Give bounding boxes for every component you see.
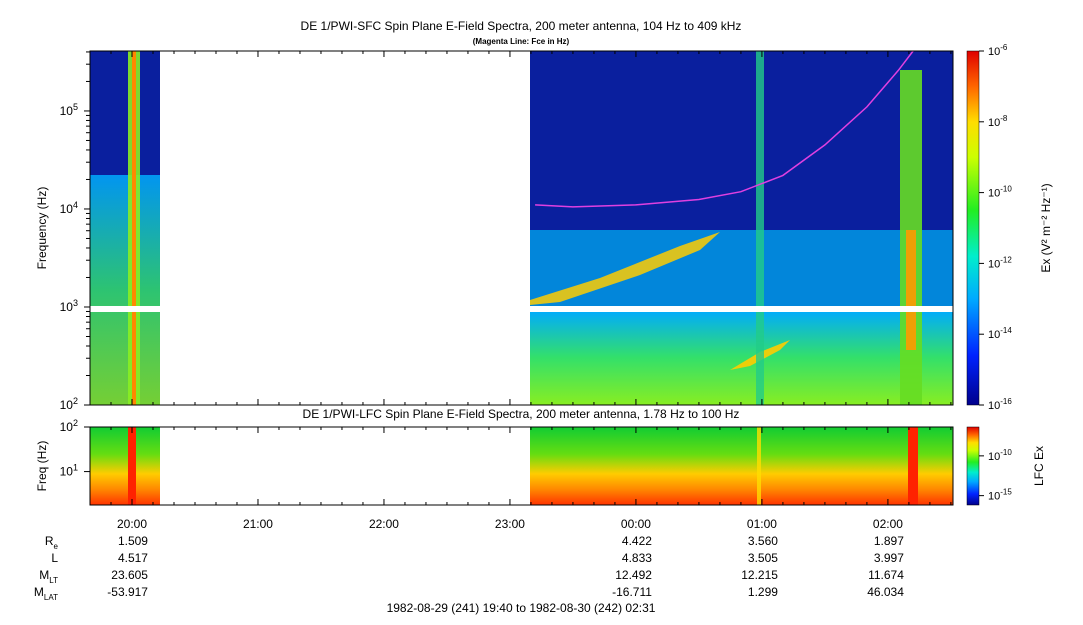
ephemeris-value: -16.711 <box>612 585 652 599</box>
time-tick-label: 00:00 <box>621 517 651 531</box>
sfc-burst-0100 <box>756 51 764 405</box>
lfc-colorbar <box>966 426 980 506</box>
ephemeris-value: 4.833 <box>622 551 652 565</box>
sfc-colorbar-tick-label: 10-6 <box>988 43 1008 58</box>
time-range: 1982-08-29 (241) 19:40 to 1982-08-30 (24… <box>387 601 656 615</box>
time-tick-label: 20:00 <box>117 517 147 531</box>
lfc-left-burst <box>128 427 136 505</box>
ephemeris-value: 1.897 <box>874 534 904 548</box>
ephemeris-value: 3.560 <box>748 534 778 548</box>
ephemeris-value: 23.605 <box>111 568 148 582</box>
sfc-y-tick-label: 104 <box>60 200 78 216</box>
ephemeris-row-label: MLAT <box>34 585 58 602</box>
time-axis: 20:00 21:00 22:00 23:00 00:00 01:00 02:00 <box>110 51 952 531</box>
time-tick-label: 02:00 <box>873 517 903 531</box>
lfc-title: DE 1/PWI-LFC Spin Plane E-Field Spectra,… <box>303 407 740 421</box>
sfc-ylabel: Frequency (Hz) <box>35 187 49 270</box>
lfc-right-block <box>530 427 953 505</box>
time-tick-label: 01:00 <box>747 517 777 531</box>
lfc-burst-0100 <box>757 427 761 505</box>
sfc-colorbar-tick-label: 10-16 <box>988 397 1012 412</box>
sfc-colorbar-tick-label: 10-12 <box>988 255 1012 270</box>
sfc-right-low-band <box>530 310 953 405</box>
sfc-right-mid-band <box>530 230 953 310</box>
lfc-y-tick-label: 102 <box>60 418 78 434</box>
ephemeris-value: 12.492 <box>615 568 652 582</box>
fce-magenta-line <box>535 51 914 208</box>
ephemeris-row-label: L <box>51 551 58 565</box>
sfc-y-tick-label: 103 <box>60 298 78 314</box>
ephemeris-value: 46.034 <box>867 585 904 599</box>
lfc-colorbar-tick-label: 10-10 <box>988 448 1012 463</box>
sfc-y-tick-label: 102 <box>60 396 78 412</box>
sfc-colorbar-tick-label: 10-10 <box>988 185 1012 200</box>
ephemeris-row-label: MLT <box>39 568 58 585</box>
top-title: DE 1/PWI-SFC Spin Plane E-Field Spectra,… <box>301 19 742 33</box>
ephemeris-row-label: Re <box>45 534 59 551</box>
lfc-colorbar-label: LFC Ex <box>1032 446 1046 486</box>
sfc-left-low-band <box>90 175 160 405</box>
sfc-spectrogram <box>90 51 953 405</box>
lfc-left-block <box>90 427 160 505</box>
sfc-left-burst-core <box>132 51 136 405</box>
time-tick-label: 21:00 <box>243 517 273 531</box>
ephemeris-value: 3.505 <box>748 551 778 565</box>
sfc-emission-band <box>530 232 720 305</box>
lfc-burst-0215 <box>908 427 918 505</box>
top-subtitle: (Magenta Line: Fce in Hz) <box>473 37 570 46</box>
sfc-plot-frame <box>89 50 954 406</box>
lfc-plot-frame <box>89 426 954 506</box>
ephemeris-value: 1.509 <box>118 534 148 548</box>
sfc-colorbar-tick-label: 10-14 <box>988 326 1012 341</box>
lfc-spectrogram <box>90 427 953 505</box>
ephemeris-value: 4.517 <box>118 551 148 565</box>
ephemeris-value: -53.917 <box>107 585 148 599</box>
ephemeris-value: 12.215 <box>741 568 778 582</box>
time-tick-label: 23:00 <box>495 517 525 531</box>
lfc-y-axis: 101 102 <box>60 418 90 479</box>
sfc-colorbar <box>966 50 980 406</box>
lfc-ylabel: Freq (Hz) <box>35 441 49 492</box>
sfc-burst-0215-core <box>906 230 916 350</box>
sfc-y-tick-label: 105 <box>60 102 78 118</box>
lfc-colorbar-ticks: 10-10 10-15 <box>979 448 1012 503</box>
ephemeris-value: 11.674 <box>868 568 904 582</box>
lfc-colorbar-tick-label: 10-15 <box>988 488 1012 503</box>
sfc-y-axis: 102 103 104 105 <box>60 51 90 412</box>
lfc-y-tick-label: 101 <box>60 463 78 479</box>
sfc-colorbar-tick-label: 10-8 <box>988 114 1008 129</box>
sfc-colorbar-label: Ex (V² m⁻² Hz⁻¹) <box>1039 183 1053 272</box>
ephemeris-value: 1.299 <box>748 585 778 599</box>
sfc-gap-line <box>90 306 953 312</box>
ephemeris-value: 4.422 <box>622 534 652 548</box>
time-tick-label: 22:00 <box>369 517 399 531</box>
ephemeris-value: 3.997 <box>874 551 904 565</box>
sfc-colorbar-ticks: 10-6 10-8 10-10 10-12 10-14 10-16 <box>979 43 1012 412</box>
